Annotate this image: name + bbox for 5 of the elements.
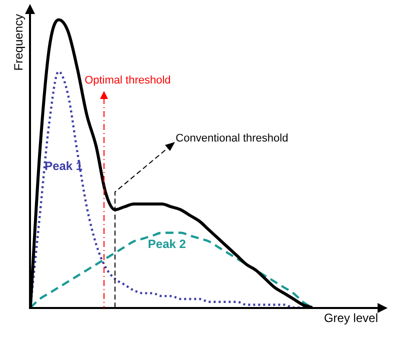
x-axis-title: Grey level xyxy=(324,311,378,326)
annotation: Conventional threshold xyxy=(176,132,288,145)
series-label: Peak 2 xyxy=(148,237,186,252)
y-axis-title: Frequency xyxy=(12,14,26,71)
annotation: Optimal threshold xyxy=(84,74,171,87)
